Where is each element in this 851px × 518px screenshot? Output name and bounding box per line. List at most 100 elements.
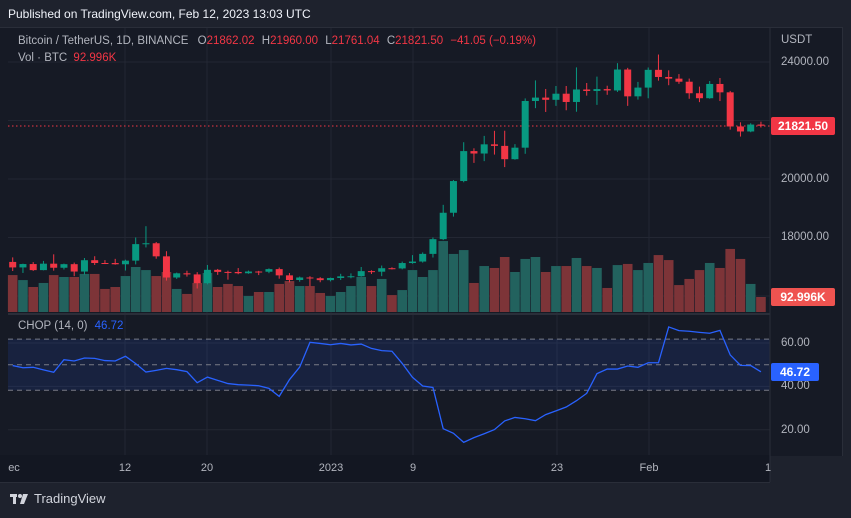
candle-body: [388, 268, 396, 270]
volume-bar: [223, 283, 233, 312]
candle-body: [111, 263, 119, 265]
last-price-tag: 21821.50: [771, 117, 835, 135]
volume-bar: [458, 250, 469, 312]
volume-bar: [356, 277, 366, 312]
time-tick: 20: [200, 462, 214, 474]
volume-bar: [581, 266, 592, 312]
candle-body: [162, 256, 170, 278]
candle-body: [19, 264, 27, 268]
candle-body: [665, 76, 673, 79]
candle-body: [398, 263, 406, 269]
last-volume-tag: 92.996K: [771, 288, 835, 306]
volume-bar: [69, 277, 79, 312]
volume-bars: [7, 241, 766, 312]
candle-body: [337, 276, 345, 278]
candle-body: [634, 87, 642, 97]
candle-body: [654, 69, 662, 77]
volume-bar: [387, 295, 397, 312]
volume-bar: [141, 270, 151, 312]
volume-bar: [325, 296, 336, 312]
volume-bar: [171, 288, 182, 312]
candle-body: [306, 277, 314, 279]
candle-body: [357, 271, 365, 277]
volume-bar: [48, 275, 59, 312]
candles: [9, 54, 765, 289]
candle-body: [60, 264, 68, 268]
candle-body: [449, 181, 457, 213]
currency-label: USDT: [781, 34, 813, 46]
candle-body: [29, 264, 37, 271]
high-label: H: [261, 35, 271, 47]
candle-body: [70, 264, 78, 272]
candle-body: [9, 261, 17, 268]
chop-tick: 40.00: [781, 380, 810, 392]
candle-body: [736, 126, 744, 132]
candle-body: [39, 263, 47, 271]
candle-body: [91, 260, 99, 264]
time-axis[interactable]: [0, 455, 770, 483]
volume-bar: [397, 290, 407, 312]
chop-legend[interactable]: CHOP (14, 0) 46.72: [18, 320, 123, 332]
volume-bar: [510, 272, 520, 312]
volume-bar: [284, 281, 295, 312]
tradingview-brand: TradingView: [34, 491, 106, 506]
price-tick: 20000.00: [781, 173, 829, 185]
close-value: 21821.50: [395, 35, 444, 47]
candle-body: [255, 271, 263, 273]
volume-legend[interactable]: Vol · BTC 92.996K: [18, 52, 116, 64]
volume-bar: [715, 267, 725, 312]
volume-bar: [100, 288, 110, 312]
volume-bar: [28, 287, 38, 312]
candle-body: [285, 275, 293, 281]
volume-bar: [366, 286, 377, 312]
chop-last-tag: 46.72: [771, 363, 819, 381]
volume-bar: [264, 292, 274, 312]
volume-bar: [602, 287, 612, 312]
candle-body: [460, 151, 468, 182]
candle-body: [552, 93, 560, 100]
candle-body: [429, 239, 437, 254]
volume-bar: [212, 287, 223, 312]
candle-body: [747, 124, 755, 132]
volume-bar: [59, 277, 69, 312]
change-value: −41.05 (−0.19%): [450, 35, 536, 47]
volume-bar: [479, 266, 489, 312]
volume-bar: [315, 292, 325, 312]
time-tick: 12: [118, 462, 132, 474]
candle-body: [408, 261, 416, 264]
candle-body: [644, 69, 652, 88]
volume-bar: [571, 257, 582, 312]
volume-bar: [192, 282, 202, 312]
volume-bar: [756, 297, 766, 312]
candle-body: [562, 93, 570, 102]
volume-bar: [202, 272, 213, 312]
candle-body: [593, 89, 601, 91]
candle-body: [275, 269, 283, 276]
chop-tick: 20.00: [781, 424, 810, 436]
time-tick: Feb: [639, 462, 659, 474]
candle-body: [132, 244, 140, 261]
candle-body: [685, 81, 693, 94]
published-caption: Published on TradingView.com, Feb 12, 20…: [8, 7, 311, 21]
candle-body: [378, 268, 386, 272]
volume-bar: [612, 265, 623, 312]
volume-bar: [305, 286, 315, 312]
volume-bar: [417, 277, 428, 312]
volume-bar: [561, 266, 571, 312]
volume-bar: [438, 241, 448, 312]
candle-body: [470, 151, 478, 154]
volume-bar: [407, 270, 418, 312]
volume-bar: [89, 273, 100, 312]
candle-body: [214, 269, 222, 272]
candle-body: [347, 276, 355, 278]
symbol-legend[interactable]: Bitcoin / TetherUS, 1D, BINANCE O21862.0…: [18, 35, 536, 47]
volume-bar: [684, 278, 694, 312]
volume-bar: [663, 260, 674, 312]
volume-bar: [274, 283, 284, 312]
tradingview-logo[interactable]: TradingView: [10, 491, 106, 506]
volume-bar: [530, 257, 541, 312]
price-tick: 18000.00: [781, 231, 829, 243]
volume-bar: [38, 282, 49, 312]
volume-bar: [182, 293, 192, 312]
